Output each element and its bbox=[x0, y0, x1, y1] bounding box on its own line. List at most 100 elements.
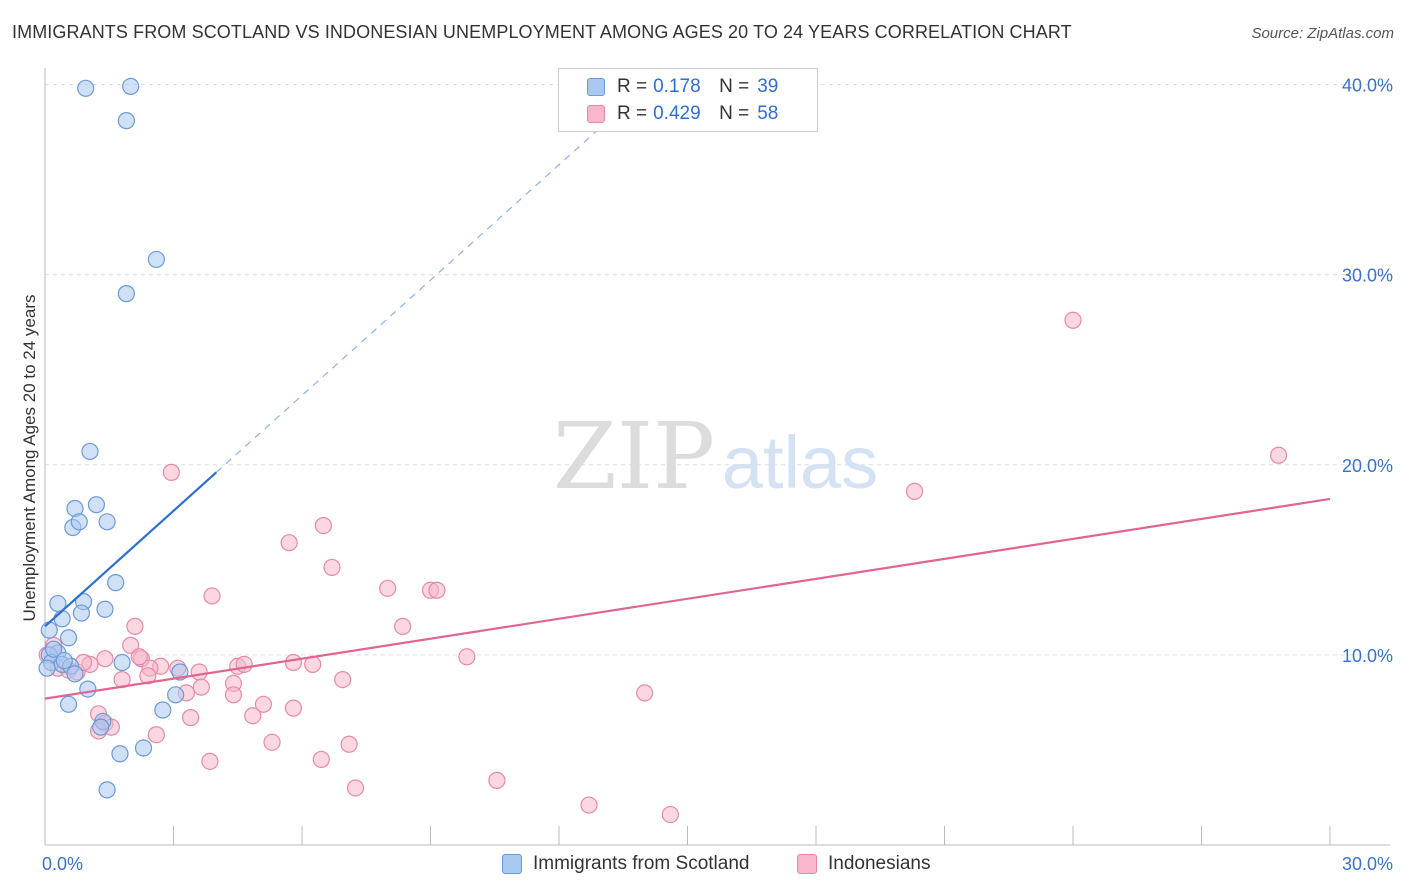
correlation-legend: R = 0.178 N = 39 R = 0.429 N = 58 bbox=[558, 68, 818, 132]
legend-item-indonesians[interactable]: Indonesians bbox=[797, 853, 930, 875]
scotland-legend-swatch bbox=[502, 854, 522, 874]
indonesian-trend-line bbox=[44, 497, 1331, 700]
tick-labels: 10.0% 20.0% 30.0% 40.0% 0.0% 30.0% bbox=[42, 76, 1393, 874]
scotland-swatch bbox=[587, 78, 605, 96]
grid bbox=[45, 84, 1390, 656]
scotland-point bbox=[59, 629, 78, 647]
indonesian-point bbox=[192, 678, 210, 696]
scotland-point bbox=[98, 513, 116, 531]
indonesian-point bbox=[905, 482, 924, 500]
indonesians-swatch bbox=[587, 105, 605, 123]
scotland-point bbox=[98, 781, 116, 799]
indonesian-point bbox=[254, 695, 273, 713]
scotland-point bbox=[92, 718, 110, 736]
indonesian-point bbox=[263, 733, 281, 751]
y-tick-label: 40.0% bbox=[1342, 76, 1393, 96]
axes bbox=[44, 68, 1390, 846]
r-label: R = bbox=[617, 76, 648, 97]
scotland-point bbox=[55, 651, 73, 670]
indonesian-point bbox=[394, 617, 412, 635]
indonesians-legend-swatch bbox=[797, 854, 817, 874]
scotland-point bbox=[111, 745, 129, 763]
scotland-trend-line bbox=[44, 471, 218, 628]
indonesian-point bbox=[1269, 446, 1288, 464]
indonesians-n-value: 58 bbox=[757, 103, 779, 124]
scotland-point bbox=[96, 600, 114, 618]
scotland-point bbox=[59, 695, 78, 713]
scotland-point bbox=[154, 701, 172, 719]
indonesians-r-value: 0.429 bbox=[653, 103, 701, 124]
r-label: R = bbox=[617, 103, 648, 124]
scotland-point bbox=[81, 442, 99, 461]
indonesian-point bbox=[284, 699, 303, 717]
n-label: N = bbox=[719, 103, 750, 124]
legend-row-indonesians: R = 0.429 N = 58 bbox=[587, 103, 778, 125]
scotland-legend-label: Immigrants from Scotland bbox=[533, 853, 750, 874]
indonesian-point bbox=[190, 663, 208, 681]
indonesian-point bbox=[323, 558, 341, 577]
scotland-trend-extension bbox=[215, 125, 603, 473]
scotland-point bbox=[38, 659, 56, 677]
indonesian-point bbox=[1064, 311, 1082, 329]
indonesian-point bbox=[122, 636, 140, 654]
scotland-point bbox=[77, 79, 95, 97]
scotland-point bbox=[53, 610, 71, 628]
indonesian-point bbox=[244, 707, 262, 725]
scotland-point bbox=[79, 680, 97, 698]
scotland-point bbox=[122, 77, 140, 96]
scotland-point bbox=[66, 665, 84, 683]
indonesian-point bbox=[488, 771, 506, 789]
indonesian-point bbox=[235, 655, 253, 673]
scotland-point bbox=[113, 653, 131, 672]
indonesian-point bbox=[312, 750, 330, 769]
y-axis-label: Unemployment Among Ages 20 to 24 years bbox=[20, 294, 39, 622]
indonesian-point bbox=[334, 670, 352, 689]
scotland-point bbox=[117, 112, 135, 130]
indonesian-point bbox=[458, 648, 476, 666]
scotland-point bbox=[134, 739, 153, 757]
x-tick-label-min: 0.0% bbox=[42, 854, 83, 874]
indonesian-point bbox=[314, 516, 333, 535]
indonesian-point bbox=[224, 686, 243, 704]
indonesian-point bbox=[147, 726, 165, 744]
indonesian-point bbox=[284, 653, 303, 672]
x-tick-label-max: 30.0% bbox=[1342, 854, 1393, 874]
watermark: ZIP atlas bbox=[553, 403, 878, 510]
scotland-point bbox=[72, 604, 91, 622]
y-tick-label: 20.0% bbox=[1342, 456, 1393, 476]
scotland-point bbox=[44, 640, 63, 658]
scotland-point bbox=[40, 621, 58, 639]
watermark-atlas: atlas bbox=[722, 421, 878, 504]
indonesian-point bbox=[661, 805, 679, 824]
chart-title: IMMIGRANTS FROM SCOTLAND VS INDONESIAN U… bbox=[12, 22, 1072, 42]
legend-row-scotland: R = 0.178 N = 39 bbox=[587, 76, 778, 98]
y-tick-label: 30.0% bbox=[1342, 266, 1393, 286]
indonesian-point bbox=[126, 617, 144, 635]
scotland-point bbox=[117, 285, 135, 303]
indonesian-point bbox=[130, 648, 148, 666]
source-label: Source: ZipAtlas.com bbox=[1251, 25, 1394, 42]
data-points bbox=[38, 77, 1288, 824]
indonesian-point bbox=[580, 796, 598, 814]
y-tick-label: 10.0% bbox=[1342, 646, 1393, 666]
scotland-point bbox=[147, 250, 165, 269]
scotland-point bbox=[107, 574, 125, 592]
indonesian-point bbox=[636, 684, 654, 702]
indonesian-point bbox=[96, 650, 114, 668]
scotland-point bbox=[70, 513, 88, 531]
indonesian-point bbox=[379, 579, 397, 597]
indonesian-point bbox=[182, 709, 200, 727]
indonesian-point bbox=[201, 752, 219, 770]
legend-item-scotland[interactable]: Immigrants from Scotland bbox=[502, 853, 749, 875]
watermark-zip: ZIP bbox=[553, 403, 715, 510]
indonesian-point bbox=[162, 463, 180, 481]
indonesians-legend-label: Indonesians bbox=[828, 853, 931, 874]
indonesian-point bbox=[139, 667, 157, 685]
indonesian-point bbox=[340, 735, 358, 753]
indonesian-point bbox=[280, 534, 298, 552]
indonesian-point bbox=[203, 587, 221, 605]
scotland-n-value: 39 bbox=[757, 76, 779, 97]
scotland-point bbox=[167, 686, 185, 704]
indonesian-point bbox=[428, 581, 446, 599]
